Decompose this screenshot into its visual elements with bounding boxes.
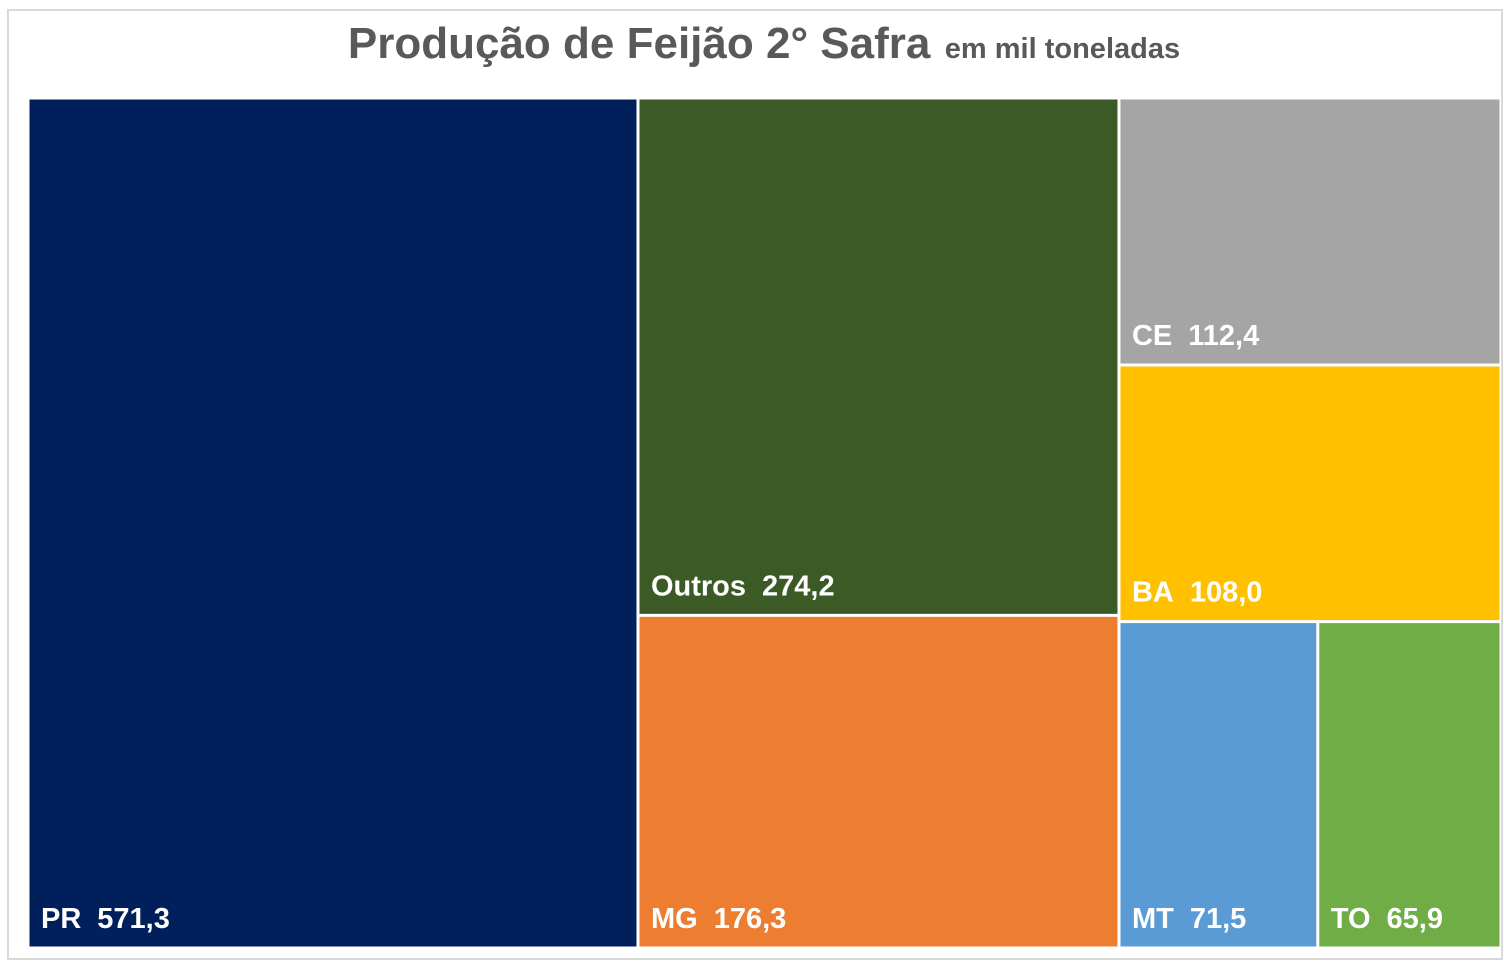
tile (1319, 623, 1500, 947)
tile-label: BA 108,0 (1132, 577, 1262, 609)
tile-label: Outros 274,2 (651, 570, 835, 602)
tile-name: MT (1132, 903, 1174, 935)
tile-name: MG (651, 903, 698, 935)
tile-value: 65,9 (1387, 903, 1443, 935)
tile-value: 176,3 (714, 903, 787, 935)
tile-name: Outros (651, 570, 746, 602)
tile (1120, 366, 1500, 621)
chart-subtitle: em mil toneladas (945, 33, 1180, 65)
chart-title: Produção de Feijão 2° Safra (348, 19, 931, 68)
tile (1120, 623, 1317, 947)
tile (1120, 99, 1500, 364)
tile-name: BA (1132, 577, 1174, 609)
tile-value: 274,2 (762, 570, 835, 602)
tile-name: TO (1331, 903, 1371, 935)
tile-value: 112,4 (1188, 320, 1259, 352)
tile-label: PR 571,3 (41, 903, 170, 935)
chart-heading: Produção de Feijão 2° Safra em mil tonel… (348, 19, 1180, 68)
tile (639, 99, 1118, 614)
tile-value: 108,0 (1190, 577, 1263, 609)
tile-value: 571,3 (97, 903, 170, 935)
treemap: PR 571,3 Outros 274,2 MG 176,3 CE 112,4 BA 108,0 M… (29, 99, 1500, 947)
tile (639, 616, 1118, 947)
tile-value: 71,5 (1190, 903, 1246, 935)
tile (29, 99, 637, 947)
tile-label: TO 65,9 (1331, 903, 1443, 935)
tile-label: CE 112,4 (1132, 320, 1259, 352)
tile-label: MG 176,3 (651, 903, 786, 935)
tile-label: MT 71,5 (1132, 903, 1246, 935)
tile-name: CE (1132, 320, 1172, 352)
tile-name: PR (41, 903, 81, 935)
